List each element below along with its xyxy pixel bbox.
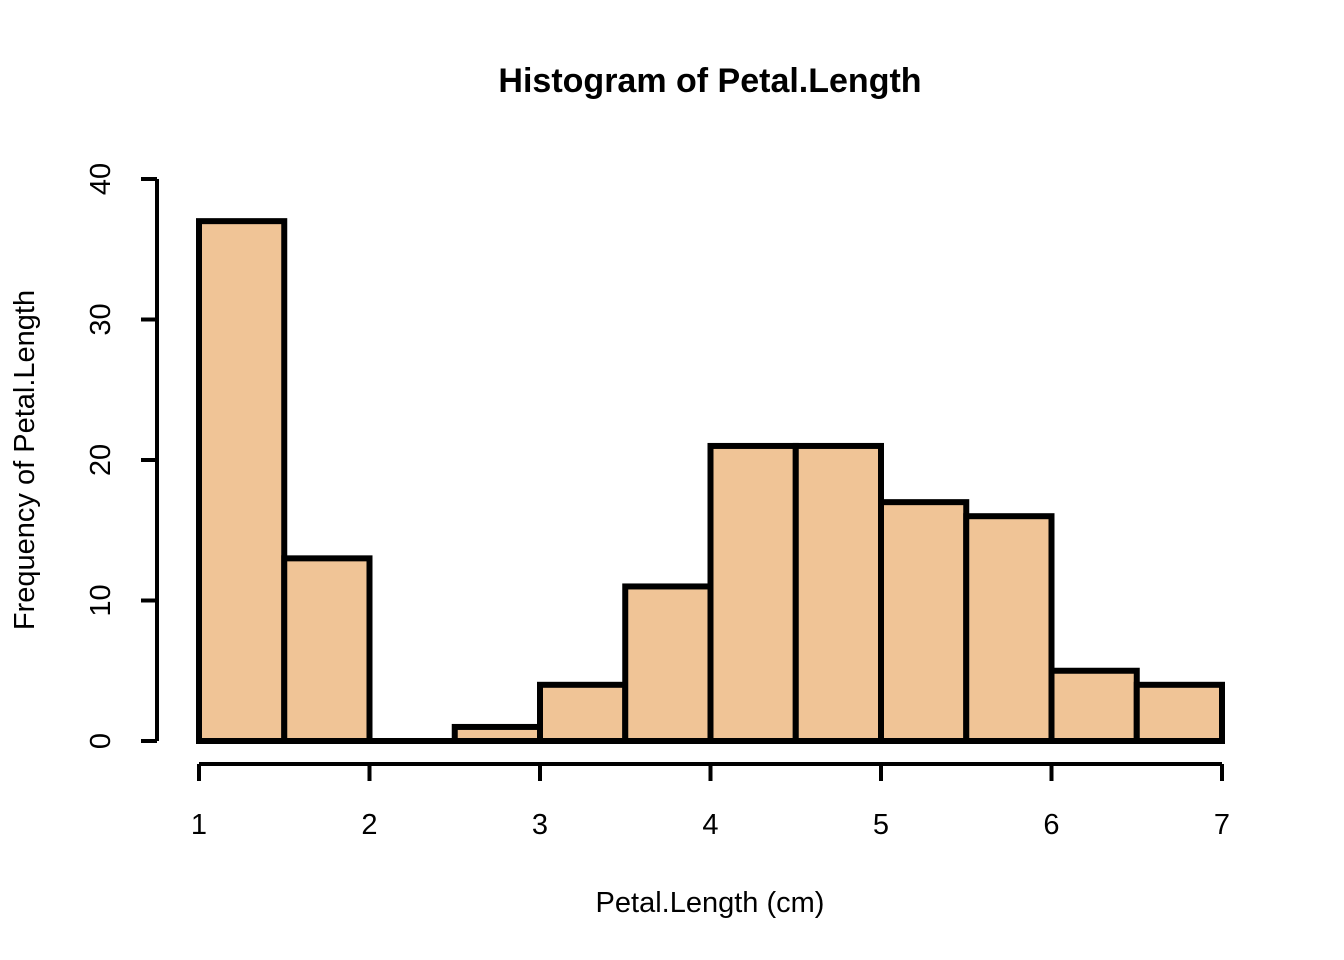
x-tick-label: 1 bbox=[191, 809, 207, 841]
x-tick-label: 4 bbox=[702, 809, 718, 841]
histogram-bar bbox=[1048, 667, 1140, 744]
x-tick-label: 7 bbox=[1214, 809, 1230, 841]
histogram-bar bbox=[281, 555, 373, 744]
histogram-bar bbox=[451, 723, 543, 745]
y-tick-label: 0 bbox=[85, 733, 117, 749]
y-tick-label: 40 bbox=[85, 163, 117, 195]
histogram-bar bbox=[878, 499, 970, 744]
bars-group bbox=[196, 218, 1225, 745]
x-tick-label: 5 bbox=[873, 809, 889, 841]
x-axis: 1 2 3 4 5 6 7 bbox=[191, 762, 1230, 841]
chart-title: Histogram of Petal.Length bbox=[498, 62, 921, 100]
y-axis-label: Frequency of Petal.Length bbox=[9, 290, 41, 630]
x-tick-label: 3 bbox=[532, 809, 548, 841]
x-axis-label: Petal.Length (cm) bbox=[596, 887, 825, 919]
histogram-bar bbox=[1133, 681, 1225, 744]
histogram-bar bbox=[963, 513, 1055, 745]
y-axis: 0 10 20 30 40 bbox=[85, 163, 159, 749]
histogram-bar bbox=[537, 681, 629, 744]
x-tick-label: 6 bbox=[1043, 809, 1059, 841]
y-tick-label: 20 bbox=[85, 444, 117, 476]
histogram-bar bbox=[792, 442, 884, 744]
histogram-bar bbox=[707, 442, 799, 744]
histogram-bar bbox=[196, 218, 288, 744]
histogram-bar bbox=[622, 583, 714, 745]
y-tick-label: 10 bbox=[85, 584, 117, 616]
x-tick-label: 2 bbox=[361, 809, 377, 841]
y-tick-label: 30 bbox=[85, 303, 117, 335]
